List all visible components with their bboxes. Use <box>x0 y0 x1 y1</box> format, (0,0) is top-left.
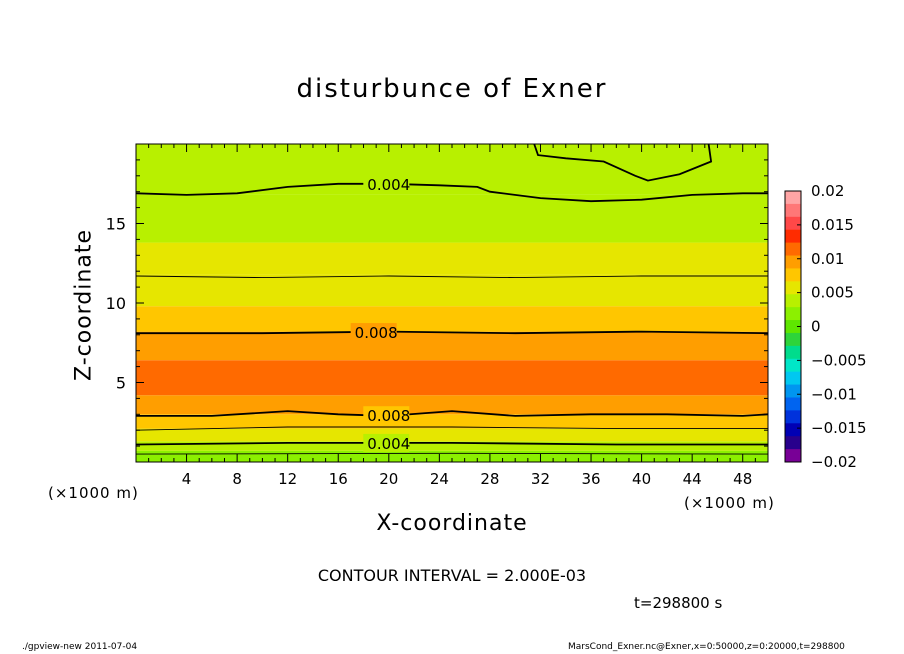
time-label: t=298800 s <box>634 594 723 612</box>
footer-right: MarsCond_Exner.nc@Exner,x=0:50000,z=0:20… <box>568 642 845 652</box>
colorbar-swatch-11 <box>785 332 801 347</box>
colorbar-swatch-15 <box>785 384 801 398</box>
contour-label-2: 0.008 <box>355 324 398 342</box>
band-10 <box>136 194 768 243</box>
contour-line-1 <box>135 275 768 279</box>
band-3 <box>136 414 768 429</box>
contour-lines-layer: 0.004 0.008 0.008 0.004 <box>135 143 769 455</box>
colorbar-swatch-18 <box>785 423 801 437</box>
contour-label-bg-3 <box>363 406 410 425</box>
band-4 <box>136 395 768 415</box>
x-tick-label: 24 <box>430 470 449 488</box>
colorbar-swatch-13 <box>785 358 801 373</box>
x-tick-label: 12 <box>278 470 297 488</box>
colorbar-swatch-2 <box>785 216 801 231</box>
colorbar-swatch-4 <box>785 242 801 257</box>
x-tick-label: 20 <box>379 470 398 488</box>
colorbar-tick-label: 0.015 <box>811 216 854 234</box>
colorbar-tick-label: 0.02 <box>811 182 844 200</box>
x-tick-label: 44 <box>683 470 702 488</box>
plot-fill-layer <box>136 144 768 462</box>
x-tick-label: 16 <box>329 470 348 488</box>
contour-label-bg-2 <box>350 323 397 342</box>
colorbar-swatch-19 <box>785 436 801 450</box>
x-tick-label: 48 <box>733 470 752 488</box>
contour-line-3 <box>136 410 769 417</box>
closed-contour-0 <box>533 143 713 182</box>
band-9 <box>136 242 768 275</box>
band-6 <box>136 331 768 361</box>
contour-line-2 <box>136 330 769 335</box>
contour-label-3: 0.008 <box>367 407 410 425</box>
colorbar-tick-label: −0.01 <box>811 385 857 403</box>
colorbar-tick-label: −0.015 <box>811 419 867 437</box>
colorbar-tick-label: 0.005 <box>811 284 854 302</box>
y-tick-label: 10 <box>106 294 126 313</box>
chart-title: disturbunce of Exner <box>296 74 608 104</box>
colorbar-swatch-5 <box>785 255 801 269</box>
y-axis-label: Z-coordinate <box>71 229 97 381</box>
contour-label-5: 0.004 <box>367 435 410 453</box>
x-tick-label: 32 <box>531 470 550 488</box>
contour-label-0: 0.004 <box>367 176 410 194</box>
colorbar-tick-label: 0.01 <box>811 250 844 268</box>
band-11 <box>136 144 768 195</box>
band-7 <box>136 306 768 332</box>
colorbar-swatch-12 <box>785 345 801 360</box>
y-tick-label: 15 <box>106 215 126 234</box>
contour-line-0 <box>135 182 768 203</box>
colorbar-swatch-16 <box>785 397 801 411</box>
x-tick-label: 4 <box>182 470 192 488</box>
colorbar-swatch-14 <box>785 371 801 386</box>
colorbar-tick-label: −0.005 <box>811 351 867 369</box>
x-tick-label: 36 <box>581 470 600 488</box>
colorbar: 0.02 0.015 0.01 0.005 0 −0.005 −0.01 −0.015 −0.0… <box>784 182 867 471</box>
x-tick-label: 40 <box>632 470 651 488</box>
contour-interval-note: CONTOUR INTERVAL = 2.000E-03 <box>317 566 587 585</box>
contour-label-bg-0 <box>363 174 410 193</box>
x-tick-label: 28 <box>480 470 499 488</box>
contour-label-bg-5 <box>363 433 410 452</box>
x-unit-label: (×1000 m) <box>684 494 775 512</box>
band-5 <box>136 360 768 396</box>
footer-left: ./gpview-new 2011-07-04 <box>22 642 138 652</box>
contour-line-5 <box>135 442 768 446</box>
colorbar-swatch-10 <box>785 320 801 334</box>
colorbar-swatch-1 <box>785 203 801 218</box>
band-8 <box>136 274 768 307</box>
colorbar-swatch-20 <box>785 449 801 463</box>
x-tick-label: 8 <box>232 470 242 488</box>
band-1 <box>136 441 768 451</box>
colorbar-tick-label: 0 <box>811 318 821 336</box>
colorbar-swatch-8 <box>785 294 801 308</box>
contour-line-6 <box>135 452 769 455</box>
colorbar-swatch-0 <box>785 191 801 205</box>
contour-line-4 <box>135 426 768 431</box>
band-2 <box>136 428 768 442</box>
colorbar-swatch-3 <box>785 229 801 244</box>
colorbar-tick-label: −0.02 <box>811 453 857 471</box>
colorbar-swatch-7 <box>785 281 801 295</box>
colorbar-swatch-9 <box>785 307 801 321</box>
y-unit-label: (×1000 m) <box>48 484 139 502</box>
colorbar-swatch-17 <box>785 410 801 424</box>
colorbar-swatch-6 <box>785 268 801 282</box>
band-0 <box>136 450 768 462</box>
y-tick-label: 5 <box>116 374 126 393</box>
x-axis-label: X-coordinate <box>376 511 528 536</box>
